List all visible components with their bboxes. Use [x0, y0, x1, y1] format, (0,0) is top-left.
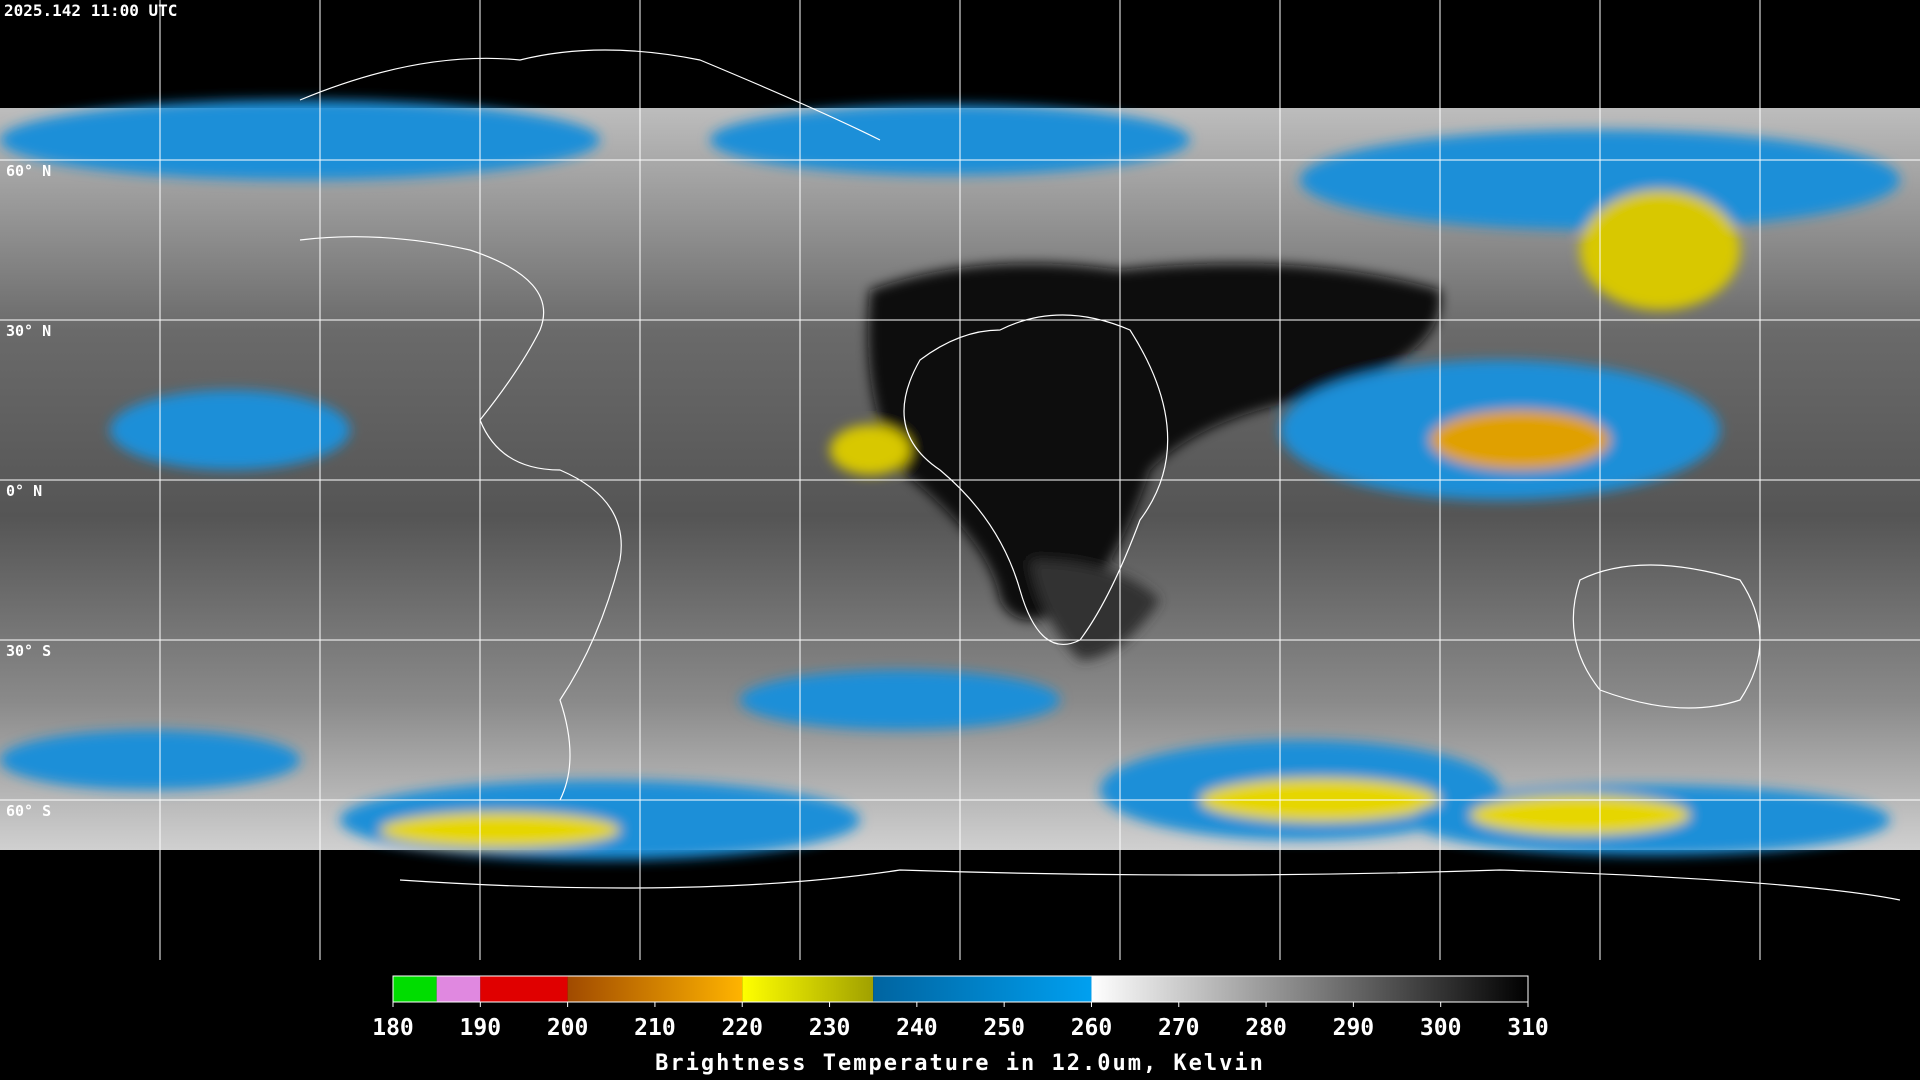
colorbar-tick-label: 260	[1071, 1015, 1113, 1041]
cloud-band	[0, 100, 600, 180]
latitude-label: 30° S	[6, 642, 51, 660]
cloud-band	[710, 105, 1190, 175]
cloud-core	[1470, 795, 1690, 835]
colorbar-tick-label: 210	[634, 1015, 676, 1041]
colorbar-segment	[393, 976, 437, 1002]
colorbar-segment	[436, 976, 481, 1002]
cloud-core	[1580, 190, 1740, 310]
colorbar-title: Brightness Temperature in 12.0um, Kelvin	[655, 1051, 1265, 1076]
latitude-label: 0° N	[6, 482, 42, 500]
colorbar-segment	[567, 976, 743, 1002]
colorbar-tick-label: 240	[896, 1015, 938, 1041]
colorbar-segment	[742, 976, 874, 1002]
colorbar-segment	[480, 976, 568, 1002]
coastline	[1572, 564, 1761, 709]
colorbar-tick-label: 190	[460, 1015, 502, 1041]
colorbar-tick-label: 290	[1333, 1015, 1375, 1041]
latitude-label: 60° N	[6, 162, 51, 180]
colorbar-tick-label: 270	[1158, 1015, 1200, 1041]
coastline	[399, 869, 1901, 901]
colorbar-tick-label: 280	[1245, 1015, 1287, 1041]
colorbar-tick-label: 230	[809, 1015, 851, 1041]
latitude-label: 60° S	[6, 802, 51, 820]
dark-region	[1030, 560, 1160, 660]
cloud-band	[110, 390, 350, 470]
graticule: 60° N 30° N 0° N 30° S 60° S	[0, 0, 1920, 960]
colorbar-tick-label: 310	[1507, 1015, 1549, 1041]
no-data-region	[0, 850, 310, 960]
cloud-core	[830, 425, 910, 475]
colorbar-frame	[392, 975, 1529, 1003]
cloud-band	[740, 670, 1060, 730]
cloud-core	[1430, 410, 1610, 470]
coastline	[299, 49, 881, 141]
colorbar-tick-label: 200	[547, 1015, 589, 1041]
coastline	[299, 236, 622, 801]
timestamp: 2025.142 11:00 UTC	[4, 1, 177, 20]
colorbar: 180 190 200 210 220 230 240 250 260 270 280 290 300 3…	[372, 975, 1549, 1041]
cloud-band	[0, 730, 300, 790]
dark-region	[868, 263, 1441, 620]
latitude-label: 30° N	[6, 322, 51, 340]
coastline	[903, 314, 1169, 645]
colorbar-tick-label: 250	[983, 1015, 1025, 1041]
colorbar-tick-label: 300	[1420, 1015, 1462, 1041]
colorbar-tick-label: 180	[372, 1015, 414, 1041]
colorbar-segment	[873, 976, 1092, 1002]
colorbar-tick-label: 220	[721, 1015, 763, 1041]
coastlines	[299, 49, 1901, 901]
cloud-core	[380, 812, 620, 848]
colorbar-segment	[1091, 976, 1528, 1002]
